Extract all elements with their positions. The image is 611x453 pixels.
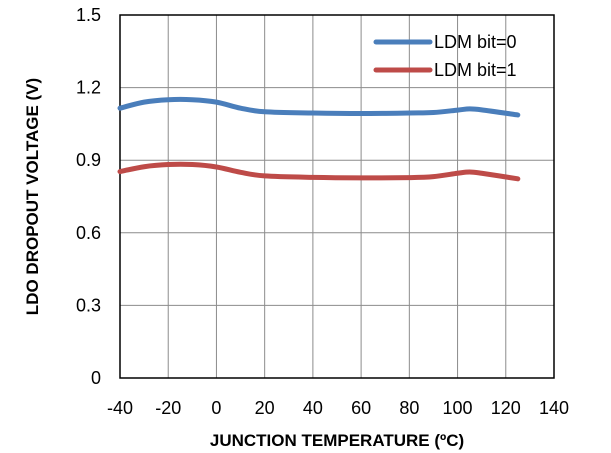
y-tick-label: 0.9 [76,150,101,170]
x-axis-title: JUNCTION TEMPERATURE (ºC) [210,431,464,450]
y-tick-label: 1.2 [76,78,101,98]
x-tick-label: 40 [303,398,323,418]
y-axis-title: LDO DROPOUT VOLTAGE (V) [23,78,42,315]
x-tick-label: -20 [155,398,181,418]
x-tick-label: 120 [491,398,521,418]
x-tick-label: 140 [539,398,569,418]
series-layer [117,96,521,182]
y-tick-label: 0.6 [76,223,101,243]
plot-area-frame [119,14,555,379]
tick-label-layer: -40 -20 0 20 40 60 80 100 120 140 0 0.3 0.6 0.9 1.2 1.5 [76,5,569,418]
x-tick-label: 60 [351,398,371,418]
y-tick-label: 0 [91,368,101,388]
x-tick-label: 100 [443,398,473,418]
grid-layer [120,15,554,378]
y-tick-label: 1.5 [76,5,101,25]
legend-label: LDM bit=1 [434,60,517,80]
x-tick-label: 20 [255,398,275,418]
legend-label: LDM bit=0 [434,32,517,52]
x-tick-label: -40 [107,398,133,418]
y-tick-label: 0.3 [76,295,101,315]
x-tick-label: 80 [399,398,419,418]
legend: LDM bit=0 LDM bit=1 [373,32,517,80]
series-line-2 [117,161,521,182]
x-tick-label: 0 [211,398,221,418]
series-line-1 [117,96,521,118]
